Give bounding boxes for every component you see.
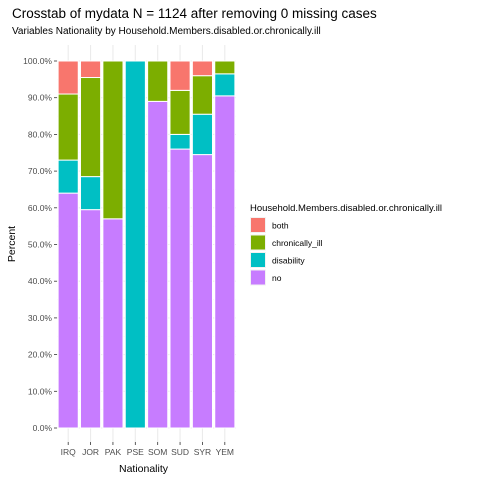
y-tick-label: 30.0% [28, 313, 53, 323]
y-tick-label: 0.0% [33, 423, 53, 433]
y-axis-ticks: 0.0% 10.0% 20.0% 30.0% 40.0% 50.0% 60.0% 70.0% 8… [23, 56, 57, 433]
bar-segment-irq-disability [57, 159, 79, 194]
y-tick-label: 90.0% [28, 93, 53, 103]
bar-segment-sud-no [169, 148, 191, 429]
y-tick-label: 50.0% [28, 240, 53, 250]
bar-segment-yem-chronically-ill [214, 60, 236, 75]
legend: both chronically_ill disability no [250, 217, 323, 286]
chart-title: Crosstab of mydata N = 1124 after removi… [12, 6, 377, 21]
x-tick-label-som: SOM [148, 447, 167, 457]
y-axis-label: Percent [6, 226, 18, 262]
bar-segment-jor-no [79, 209, 102, 429]
legend-swatch-both [251, 218, 265, 232]
bar-segment-irq-chronically-ill [57, 93, 79, 161]
bar-segment-yem-disability [214, 73, 236, 97]
x-tick-label-syr: SYR [194, 447, 211, 457]
legend-label-chronically-ill: chronically_ill [272, 238, 323, 248]
legend-swatch-disability [251, 253, 265, 267]
y-tick-label: 20.0% [28, 350, 53, 360]
x-tick-label-pse: PSE [127, 447, 144, 457]
x-axis-label: Nationality [119, 463, 169, 475]
bar-segment-syr-no [191, 154, 214, 429]
bar-segment-irq-no [57, 192, 79, 429]
bar-segment-jor-chronically-ill [79, 77, 102, 178]
bar-segment-syr-disability [191, 113, 214, 156]
y-tick-label: 60.0% [28, 203, 53, 213]
bar-segment-pse-disability [124, 60, 146, 429]
x-tick-label-sud: SUD [171, 447, 189, 457]
x-tick-label-irq: IRQ [61, 447, 77, 457]
legend-swatch-no [251, 270, 265, 285]
bar-segment-pak-no [102, 218, 124, 429]
bar-segment-pak-chronically-ill [102, 60, 124, 220]
legend-swatch-chronically-ill [251, 235, 265, 250]
bar-segment-syr-chronically-ill [191, 75, 214, 115]
y-tick-label: 40.0% [28, 276, 53, 286]
y-tick-label: 70.0% [28, 166, 53, 176]
legend-label-both: both [272, 221, 289, 231]
bar-segment-jor-disability [79, 176, 102, 211]
bar-segment-sud-both [169, 60, 191, 91]
bar-segment-som-no [147, 100, 169, 429]
x-tick-label-pak: PAK [105, 447, 122, 457]
bar-segment-som-chronically-ill [147, 60, 169, 102]
legend-label-no: no [272, 273, 282, 283]
bar-segment-jor-both [79, 60, 102, 79]
x-axis-ticks: IRQ JOR PAK PSE SOM SUD SYR YEM [61, 442, 234, 457]
legend-title: Household.Members.disabled.or.chronicall… [250, 203, 442, 214]
bar-segment-sud-disability [169, 133, 191, 150]
x-tick-label-jor: JOR [82, 447, 99, 457]
y-tick-label: 100.0% [23, 56, 52, 66]
bar-segment-yem-no [214, 95, 236, 429]
bar-segment-syr-both [191, 60, 214, 77]
y-tick-label: 10.0% [28, 386, 53, 396]
chart-subtitle: Variables Nationality by Household.Membe… [12, 26, 321, 37]
bars [57, 60, 236, 429]
x-tick-label-yem: YEM [216, 447, 234, 457]
bar-segment-sud-chronically-ill [169, 89, 191, 135]
y-tick-label: 80.0% [28, 129, 53, 139]
legend-label-disability: disability [272, 256, 305, 266]
bar-segment-irq-both [57, 60, 79, 95]
